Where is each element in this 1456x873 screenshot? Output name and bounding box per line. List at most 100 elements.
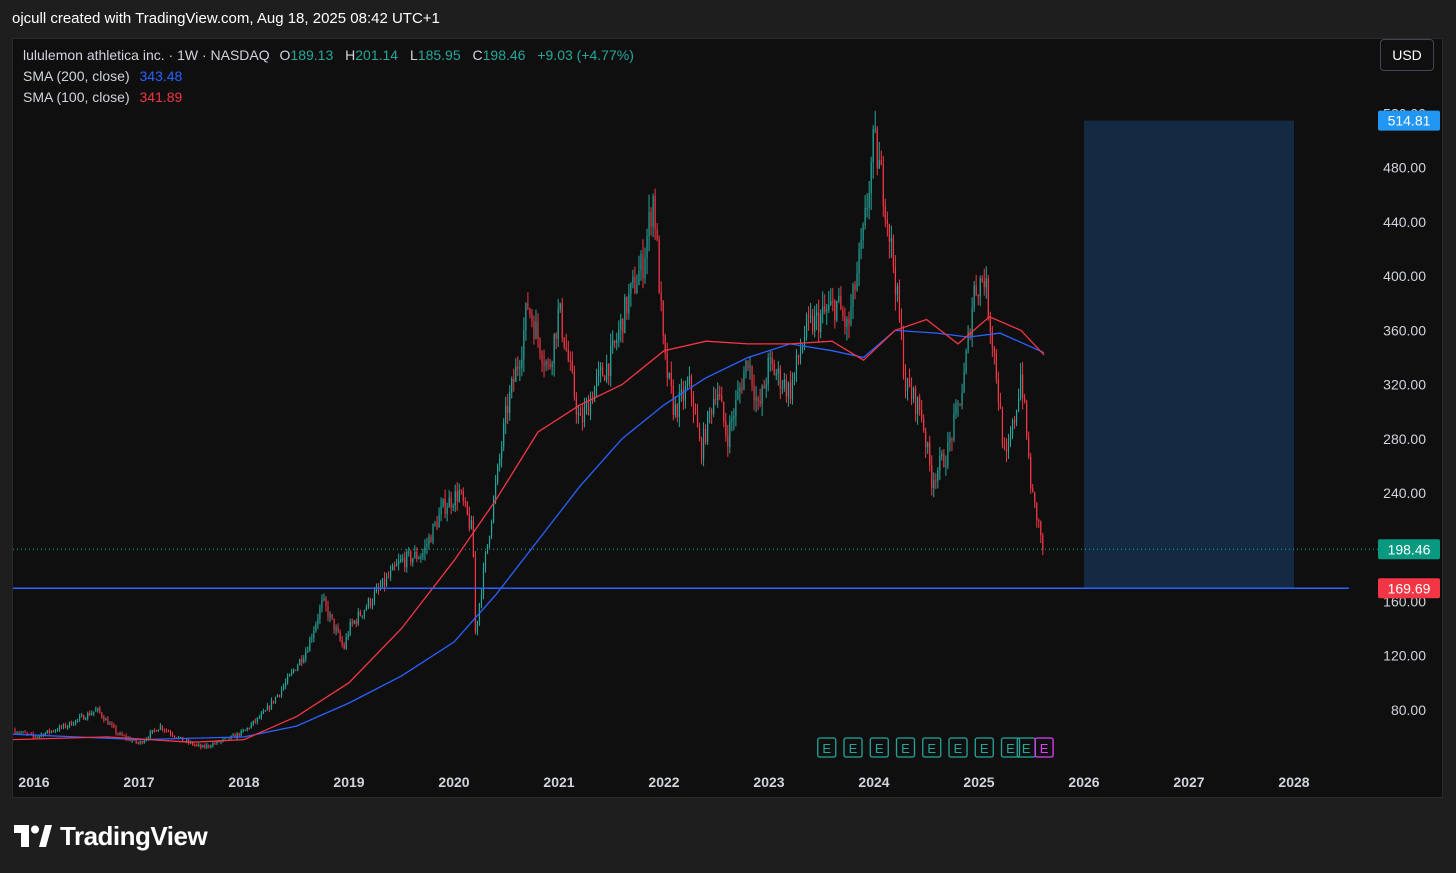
x-tick-label: 2027	[1173, 774, 1204, 790]
candle-body	[725, 421, 727, 436]
candle-body	[628, 293, 630, 314]
candle-body	[1009, 435, 1012, 442]
legend-l-label: L	[409, 47, 418, 63]
candle-body	[149, 732, 151, 738]
candle-body	[602, 367, 604, 377]
candle-body	[177, 737, 180, 739]
candle-body	[971, 307, 973, 337]
candle-body	[513, 378, 515, 382]
candle-body	[987, 278, 989, 318]
candle-body	[198, 744, 200, 746]
legend-sma200-row[interactable]: SMA (200, close) 343.48	[23, 66, 634, 87]
earnings-marker-label: E	[954, 741, 963, 756]
earnings-marker	[895, 737, 916, 758]
candle-body	[159, 725, 162, 730]
candle-body	[680, 389, 682, 393]
candle-body	[62, 724, 65, 728]
earnings-marker-label: E	[901, 741, 910, 756]
candle-body	[983, 281, 985, 288]
candle-body	[961, 392, 963, 406]
candle-body	[630, 282, 632, 294]
candle-body	[963, 371, 965, 393]
candle-body	[400, 559, 402, 562]
candle-body	[563, 337, 565, 348]
legend-ohlc-row[interactable]: lululemon athletica inc. · 1W · NASDAQ O…	[23, 45, 634, 66]
candle-body	[951, 438, 953, 441]
candle-body	[626, 296, 628, 314]
candle-body	[109, 723, 111, 725]
candle-body	[387, 576, 390, 578]
candle-body	[204, 745, 206, 748]
candle-body	[858, 249, 860, 274]
candle-body	[345, 637, 347, 649]
candle-body	[812, 316, 814, 332]
candle-body	[872, 129, 874, 163]
candle-body	[805, 315, 808, 337]
candle-body	[565, 347, 567, 350]
candle-body	[509, 392, 511, 413]
candle-body	[270, 700, 273, 710]
candle-body	[507, 405, 509, 413]
candle-body	[953, 413, 955, 441]
x-tick-label: 2021	[543, 774, 574, 790]
candle-body	[121, 733, 123, 736]
legend-sma100-row[interactable]: SMA (100, close) 341.89	[23, 87, 634, 108]
candle-body	[381, 578, 384, 587]
candle-body	[60, 726, 63, 728]
candle-body	[533, 321, 535, 339]
candle-body	[321, 599, 323, 608]
candle-body	[50, 730, 52, 733]
candle-body	[739, 387, 741, 392]
candle-body	[834, 301, 836, 321]
candle-body	[208, 745, 210, 747]
candle-body	[434, 522, 436, 525]
candle-body	[196, 744, 198, 746]
candle-body	[537, 321, 539, 339]
candle-body	[107, 718, 109, 725]
candle-body	[276, 694, 279, 698]
earnings-marker	[974, 737, 994, 758]
candle-body	[476, 621, 479, 632]
candle-body	[289, 674, 291, 677]
y-tick-label: 120.00	[1383, 648, 1426, 664]
candle-body	[412, 558, 414, 563]
candle-body	[803, 336, 806, 347]
candle-body	[844, 316, 846, 327]
x-tick-label: 2025	[963, 774, 994, 790]
candle-body	[612, 340, 614, 346]
candle-body	[355, 620, 357, 624]
candle-body	[949, 438, 951, 443]
candle-body	[392, 565, 394, 571]
candle-body	[444, 498, 446, 514]
candle-body	[1019, 374, 1022, 398]
candle-body	[543, 362, 545, 366]
candle-body	[692, 395, 695, 413]
candle-body	[715, 398, 717, 400]
candle-body	[1017, 397, 1020, 411]
candle-body	[694, 412, 697, 414]
candle-body	[511, 378, 513, 393]
tradingview-logo[interactable]: TradingView	[14, 818, 208, 854]
candle-body	[26, 732, 28, 734]
currency-button[interactable]: USD	[1380, 39, 1434, 71]
earnings-marker-label: E	[1022, 741, 1031, 756]
earnings-marker	[1034, 737, 1054, 758]
candle-body	[58, 726, 61, 731]
candle-body	[303, 658, 305, 663]
price-tag	[1378, 110, 1440, 131]
candle-body	[167, 730, 170, 733]
candle-body	[567, 349, 569, 361]
candle-body	[260, 713, 262, 718]
candle-body	[896, 285, 899, 295]
candle-body	[591, 397, 594, 402]
candle-body	[652, 196, 654, 227]
candle-body	[268, 706, 271, 710]
candle-body	[967, 331, 969, 352]
candle-body	[85, 718, 87, 720]
candle-body	[194, 744, 196, 746]
candle-body	[912, 388, 915, 400]
candle-body	[698, 427, 701, 440]
candle-body	[785, 379, 787, 397]
chart-area[interactable]: 80.00120.00160.00200.00240.00280.00320.0…	[12, 38, 1443, 798]
price-chart[interactable]: 80.00120.00160.00200.00240.00280.00320.0…	[13, 39, 1442, 797]
